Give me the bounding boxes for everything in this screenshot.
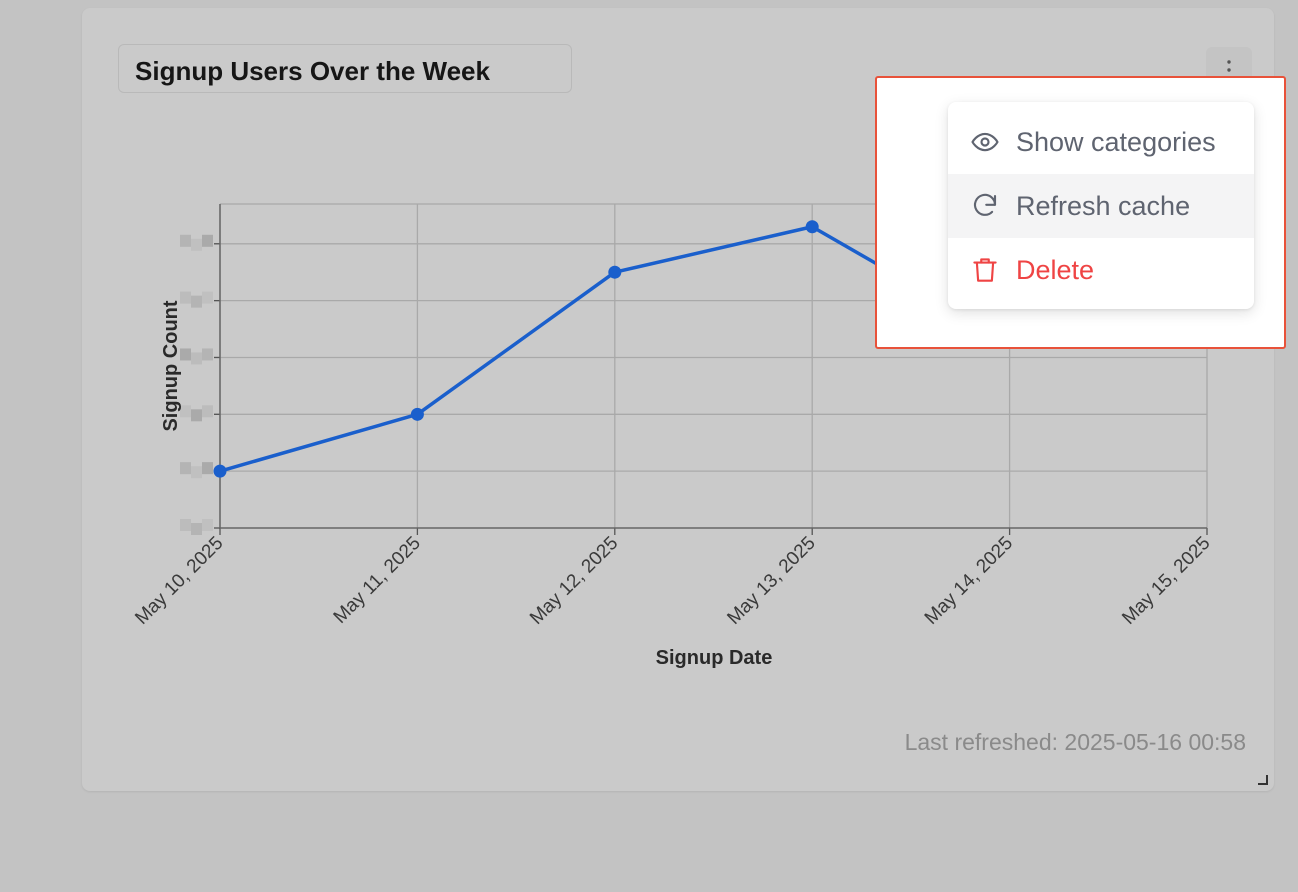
menu-item-label: Delete — [1016, 254, 1095, 285]
y-tick-label-redacted — [180, 462, 191, 475]
refresh-icon — [970, 191, 1000, 221]
menu-item-refresh-cache[interactable]: Refresh cache — [948, 174, 1254, 238]
y-tick-label-redacted — [191, 295, 202, 308]
resize-handle[interactable] — [1258, 775, 1268, 785]
y-tick-label-redacted — [202, 348, 213, 361]
x-tick-label: May 14, 2025 — [921, 533, 1017, 629]
menu-item-delete[interactable]: Delete — [948, 238, 1254, 302]
y-tick-label-redacted — [202, 405, 213, 418]
y-tick-label-redacted — [180, 234, 191, 247]
y-axis-title: Signup Count — [160, 300, 182, 431]
y-tick-label-redacted — [202, 234, 213, 247]
y-tick-label-redacted — [191, 466, 202, 479]
x-tick-label: May 10, 2025 — [131, 533, 227, 629]
y-tick-label-redacted — [191, 409, 202, 422]
chart-title-field[interactable]: Signup Users Over the Week — [118, 44, 572, 93]
x-tick-label: May 13, 2025 — [723, 533, 819, 629]
y-tick-label-redacted — [202, 291, 213, 304]
y-tick-label-redacted — [191, 238, 202, 251]
options-menu: Show categories Refresh cache Delete — [948, 102, 1254, 309]
trash-icon — [970, 255, 1000, 285]
y-tick-label-redacted — [180, 519, 191, 531]
y-tick-label-redacted — [180, 405, 191, 418]
data-point — [410, 407, 424, 421]
x-tick-label: May 15, 2025 — [1118, 533, 1214, 629]
y-tick-label-redacted — [202, 462, 213, 475]
eye-icon — [970, 127, 1000, 157]
y-tick-label-redacted — [202, 519, 213, 531]
data-point — [213, 464, 227, 478]
data-point — [805, 220, 819, 234]
menu-item-label: Refresh cache — [1016, 190, 1191, 221]
y-tick-label-redacted — [191, 523, 202, 535]
chart-title: Signup Users Over the Week — [135, 56, 490, 86]
y-tick-label-redacted — [180, 348, 191, 361]
menu-item-show-categories[interactable]: Show categories — [948, 110, 1254, 174]
x-tick-label: May 12, 2025 — [526, 533, 622, 629]
y-tick-label-redacted — [180, 291, 191, 304]
menu-item-label: Show categories — [1016, 126, 1216, 157]
data-point — [608, 265, 622, 279]
x-axis-title: Signup Date — [656, 647, 773, 669]
last-refreshed-text: Last refreshed: 2025-05-16 00:58 — [904, 729, 1246, 755]
y-tick-label-redacted — [191, 352, 202, 365]
x-tick-label: May 11, 2025 — [330, 533, 425, 628]
